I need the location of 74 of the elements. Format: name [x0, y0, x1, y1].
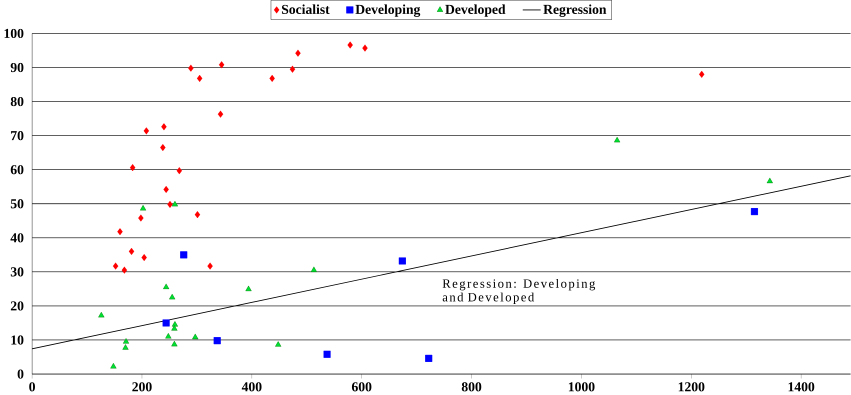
- x-tick-label: 600: [352, 382, 372, 392]
- point: [218, 110, 224, 118]
- y-tick-label: 100: [4, 28, 24, 38]
- annotation: Regression: Developing and Developed: [442, 279, 596, 304]
- point: [140, 205, 146, 210]
- x-tick-label: 1000: [568, 382, 595, 392]
- point: [122, 338, 130, 344]
- point: [347, 42, 353, 49]
- point: [163, 186, 169, 194]
- y-tick-label: 40: [10, 233, 24, 242]
- x-tick-label: 0: [29, 382, 35, 392]
- point: [207, 262, 213, 270]
- point: [176, 167, 182, 174]
- point: [165, 333, 172, 339]
- y-tick-label: 10: [11, 335, 24, 345]
- point: [398, 257, 406, 265]
- point: [188, 64, 194, 72]
- y-tick-label: 20: [10, 301, 24, 311]
- point: [196, 74, 202, 82]
- point: [218, 61, 224, 68]
- point: [324, 350, 331, 358]
- point: [766, 178, 773, 184]
- y-tick-label: 0: [18, 370, 24, 379]
- x-tick-label: 800: [462, 382, 482, 392]
- point: [295, 50, 301, 57]
- point: [310, 266, 318, 272]
- point: [171, 340, 178, 346]
- point: [138, 214, 144, 222]
- y-tick-label: 70: [11, 131, 24, 140]
- point: [98, 312, 104, 318]
- y-tick-label: 80: [10, 97, 24, 106]
- legend-label: Regression: [543, 4, 606, 17]
- point: [169, 294, 176, 300]
- y-tick-label: 50: [10, 199, 24, 208]
- point: [144, 127, 150, 134]
- point: [171, 325, 178, 331]
- x-tick-label: 200: [132, 382, 152, 392]
- point: [180, 251, 188, 258]
- point: [214, 337, 221, 344]
- point: [362, 44, 368, 52]
- point: [698, 70, 704, 78]
- x-tick-label: 1400: [788, 382, 814, 392]
- point: [425, 354, 432, 362]
- point: [128, 248, 134, 256]
- point: [172, 321, 178, 327]
- point: [172, 200, 178, 206]
- point: [290, 66, 296, 73]
- y-tick-label: 30: [10, 267, 24, 277]
- y-tick-label: 60: [10, 165, 24, 174]
- point: [750, 208, 758, 216]
- y-tick-label: 90: [10, 62, 24, 72]
- legend-label: Developing: [356, 4, 420, 17]
- point: [122, 266, 128, 274]
- point: [160, 144, 166, 152]
- legend-label: Socialist: [282, 4, 330, 14]
- point: [141, 254, 147, 262]
- point: [110, 363, 117, 368]
- point: [194, 211, 200, 218]
- point: [112, 262, 118, 270]
- point: [167, 200, 173, 208]
- point: [122, 344, 129, 350]
- point: [161, 123, 167, 130]
- point: [614, 136, 620, 142]
- point: [162, 319, 170, 327]
- point: [269, 74, 275, 82]
- point: [192, 334, 198, 340]
- legend-label: Developed: [445, 4, 506, 17]
- x-tick-label: 1200: [678, 382, 704, 392]
- point: [275, 341, 282, 347]
- point: [245, 286, 252, 292]
- point: [117, 228, 123, 236]
- point: [130, 164, 136, 172]
- x-tick-label: 400: [242, 382, 262, 392]
- point: [163, 284, 170, 290]
